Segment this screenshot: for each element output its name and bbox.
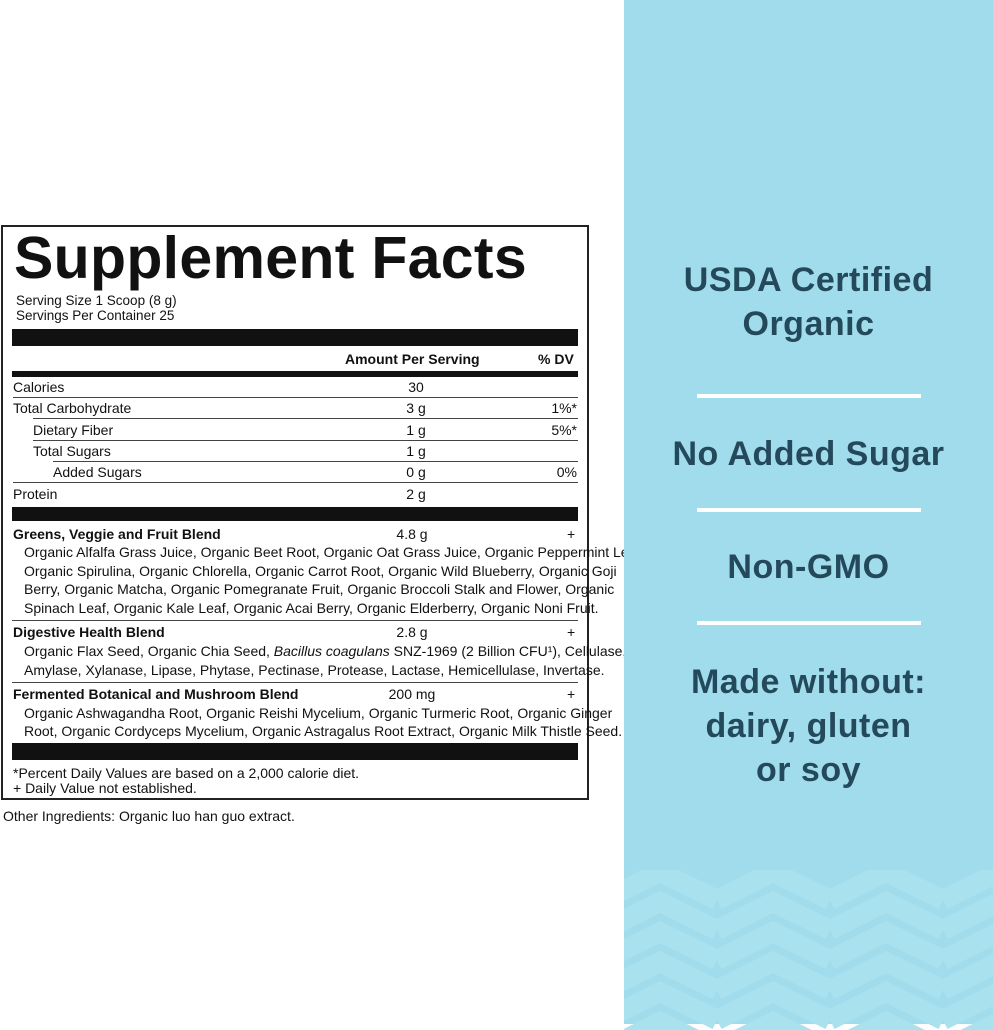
chevron-stripe [624, 920, 722, 969]
nutrient-amount: 0 g [406, 464, 426, 481]
claim-usda-line2: Organic [742, 305, 875, 343]
chevron-stripe [624, 890, 722, 939]
nutrient-name: Added Sugars [53, 464, 142, 481]
chevron-stripe [825, 950, 948, 999]
blend-name: Digestive Health Blend [13, 624, 165, 640]
column-header-amount: Amount Per Serving [345, 351, 480, 367]
claim-no-added-sugar: No Added Sugar [672, 435, 945, 473]
chevron-pattern [624, 870, 993, 1030]
ingredient-line: Root, Organic Cordyceps Mycelium, Organi… [24, 723, 623, 739]
row-divider [33, 439, 578, 441]
ingredient-line: Organic Ashwagandha Root, Organic Reishi… [24, 705, 613, 721]
chevron-stripe [712, 890, 835, 939]
ingredient-text: SNZ-1969 (2 Billion CFU¹), Cellulase, [389, 643, 627, 659]
blend-name: Fermented Botanical and Mushroom Blend [13, 686, 299, 702]
nutrient-name: Total Carbohydrate [13, 400, 132, 417]
claim-divider [697, 394, 921, 398]
nutrient-amount: 3 g [406, 400, 426, 417]
ingredient-line: Amylase, Xylanase, Lipase, Phytase, Pect… [24, 662, 605, 678]
chevron-stripe [847, 1010, 925, 1030]
chevron-stripe [825, 920, 948, 969]
chevron-stripe [938, 923, 993, 969]
probiotic-name: Bacillus coagulans [273, 643, 390, 659]
blend-amount: 200 mg [388, 686, 436, 702]
chevron-stripe [624, 950, 722, 999]
thick-divider [12, 329, 578, 346]
claim-divider [697, 621, 921, 625]
row-divider [53, 460, 578, 462]
serving-size: Serving Size 1 Scoop (8 g) [16, 293, 177, 308]
claims-panel: USDA Certified Organic No Added Sugar No… [624, 0, 993, 1030]
chevron-stripe [712, 920, 835, 969]
footnote-daily-values: *Percent Daily Values are based on a 2,0… [13, 765, 360, 781]
ingredient-line: Organic Flax Seed, Organic Chia Seed, Ba… [24, 643, 626, 659]
row-divider [13, 482, 578, 484]
blend-dv: + [567, 526, 576, 542]
nutrient-dv: 1%* [551, 400, 577, 417]
blend-amount: 4.8 g [396, 526, 428, 542]
other-ingredients: Other Ingredients: Organic luo han guo e… [3, 808, 295, 824]
nutrient-name: Calories [13, 379, 65, 395]
chevron-stripe [825, 890, 948, 939]
footnote-not-established: + Daily Value not established. [13, 780, 197, 796]
claim-made-without-line2: dairy, gluten [705, 707, 912, 745]
thick-divider [12, 743, 578, 760]
claim-made-without-line1: Made without: [690, 663, 927, 701]
blend-dv: + [567, 624, 576, 640]
ingredient-line: Organic Spirulina, Organic Chlorella, Or… [24, 563, 617, 579]
chevron-stripe [712, 870, 835, 909]
nutrient-name: Dietary Fiber [33, 421, 114, 438]
ingredient-text: Organic Flax Seed, Organic Chia Seed, [24, 643, 274, 659]
nutrient-amount: 2 g [406, 485, 426, 502]
chevron-stripe [624, 870, 722, 909]
chevron-stripe [712, 950, 835, 999]
chevron-stripe [938, 983, 993, 1029]
ingredient-line: Organic Alfalfa Grass Juice, Organic Bee… [24, 544, 645, 560]
chevron-stripe [938, 870, 993, 909]
claim-made-without-line3: or soy [755, 751, 862, 789]
nutrient-amount: 30 [408, 379, 424, 395]
blend-name: Greens, Veggie and Fruit Blend [13, 526, 221, 542]
claim-non-gmo: Non-GMO [727, 548, 890, 586]
ingredient-line: Spinach Leaf, Organic Kale Leaf, Organic… [24, 600, 599, 616]
chevron-stripe [825, 870, 948, 909]
row-divider [13, 397, 578, 398]
ingredient-line: Berry, Organic Matcha, Organic Pomegrana… [24, 581, 615, 597]
row-divider [12, 620, 578, 621]
chevron-stripe [938, 893, 993, 939]
chevron-stripe [938, 953, 993, 999]
claim-divider [697, 508, 921, 512]
thick-divider [12, 507, 578, 521]
nutrient-name: Protein [13, 485, 58, 502]
row-divider [33, 418, 578, 420]
row-divider [12, 682, 578, 683]
blend-dv: + [567, 686, 576, 702]
nutrient-name: Total Sugars [33, 442, 111, 459]
chevron-stripe [624, 1010, 699, 1030]
medium-divider [12, 371, 578, 377]
nutrient-dv: 5%* [551, 421, 577, 438]
nutrient-dv: 0% [556, 464, 577, 481]
supplement-facts-panel [1, 225, 589, 800]
blend-amount: 2.8 g [396, 624, 428, 640]
chevron-stripe [624, 980, 722, 1029]
chevron-stripe [712, 980, 835, 1029]
nutrient-amount: 1 g [406, 442, 426, 459]
servings-per-container: Servings Per Container 25 [16, 308, 175, 323]
chevron-stripe [825, 980, 948, 1029]
column-header-dv: % DV [538, 351, 574, 367]
nutrient-amount: 1 g [406, 421, 426, 438]
chevron-stripe [734, 1010, 812, 1030]
claim-usda-line1: USDA Certified [683, 261, 934, 299]
label-title: Supplement Facts [14, 225, 527, 291]
